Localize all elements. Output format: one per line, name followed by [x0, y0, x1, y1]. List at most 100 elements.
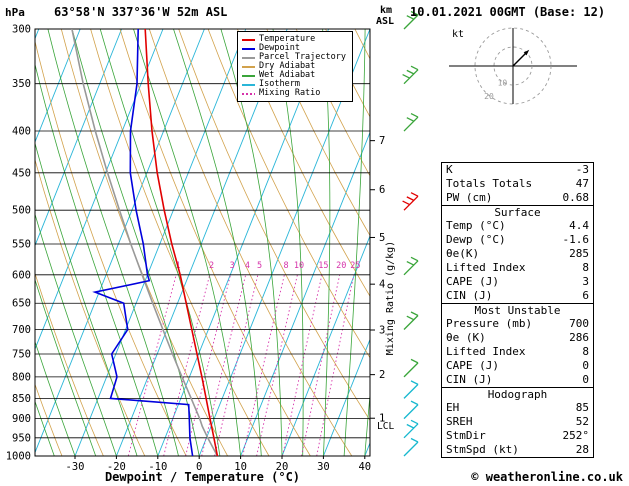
copyright: © weatheronline.co.uk — [471, 470, 623, 484]
svg-text:350: 350 — [12, 78, 31, 90]
stat-label: StmSpd (kt) — [446, 443, 519, 456]
svg-text:700: 700 — [12, 324, 31, 336]
svg-text:25: 25 — [350, 261, 360, 271]
legend: Temperature Dewpoint Parcel Trajectory Dry … — [237, 31, 353, 102]
legend-label: Mixing Ratio — [259, 88, 321, 98]
wind-barb-950 — [403, 419, 419, 439]
stat-value: 0 — [582, 359, 589, 372]
legend-item: Wet Adiabat — [242, 71, 346, 80]
legend-label: Isotherm — [259, 79, 300, 89]
svg-text:30: 30 — [317, 461, 330, 473]
stat-value: 700 — [569, 317, 589, 330]
stat-value: 8 — [582, 345, 589, 358]
stat-label: CAPE (J) — [446, 275, 499, 288]
lcl-label: LCL — [377, 421, 394, 432]
svg-text:20: 20 — [484, 92, 494, 101]
wind-barb-600 — [403, 256, 419, 276]
legend-swatch-parcel-trajectory — [242, 56, 255, 59]
wind-barb-500 — [402, 192, 419, 211]
svg-text:950: 950 — [12, 432, 31, 444]
wind-barb-400 — [403, 112, 419, 132]
station-title: 63°58'N 337°36'W 52m ASL — [54, 5, 228, 19]
stat-section-title: Surface — [442, 205, 593, 219]
svg-text:0: 0 — [196, 461, 202, 473]
stat-label: PW (cm) — [446, 191, 493, 204]
svg-text:450: 450 — [12, 167, 31, 179]
wind-barb-700 — [403, 311, 419, 330]
stat-value: 0.68 — [562, 191, 590, 204]
svg-text:7: 7 — [379, 135, 385, 147]
stat-value: 285 — [569, 247, 589, 260]
svg-text:10: 10 — [294, 261, 304, 271]
stat-row: K -3 — [442, 163, 593, 177]
stat-label: CIN (J) — [446, 373, 493, 386]
legend-label: Dry Adiabat — [259, 61, 316, 71]
legend-item: Dewpoint — [242, 44, 346, 53]
stat-label: Pressure (mb) — [446, 317, 533, 330]
stat-label: θe (K) — [446, 331, 486, 344]
legend-swatch-wet-adiabat — [242, 74, 255, 77]
stat-row: θe(K) 285 — [442, 247, 593, 261]
stat-row: CAPE (J) 3 — [442, 275, 593, 289]
svg-text:-20: -20 — [107, 461, 126, 473]
stat-row: CAPE (J) 0 — [442, 359, 593, 373]
stat-label: Temp (°C) — [446, 219, 506, 232]
stat-value: -3 — [575, 163, 589, 176]
stats-table: K -3 Totals Totals 47 PW (cm) 0.68 Surface Temp… — [441, 162, 594, 458]
plot-frame — [34, 28, 371, 457]
wind-barb-1000 — [403, 437, 419, 457]
svg-text:2: 2 — [379, 369, 385, 381]
wind-barb-850 — [403, 380, 419, 399]
mixing-ratio-axis-label: Mixing Ratio (g/kg) — [385, 241, 396, 355]
stat-row: EH 85 — [442, 401, 593, 415]
svg-text:550: 550 — [12, 238, 31, 250]
wind-barb-900 — [403, 400, 419, 420]
svg-text:650: 650 — [12, 298, 31, 310]
stat-section-title: Most Unstable — [442, 303, 593, 317]
stat-value: 3 — [582, 275, 589, 288]
stat-label: Totals Totals — [446, 177, 533, 190]
stat-row: θe (K) 286 — [442, 331, 593, 345]
legend-item: Isotherm — [242, 80, 346, 89]
svg-text:600: 600 — [12, 269, 31, 281]
sounding-curves — [71, 29, 219, 456]
stat-label: Dewp (°C) — [446, 233, 506, 246]
mixing-ratio-labels: 1 2 3 4 5 8 10 15 20 25 — [175, 261, 360, 271]
svg-text:5: 5 — [379, 232, 385, 244]
stat-value: 6 — [582, 289, 589, 302]
stat-label: Lifted Index — [446, 261, 526, 274]
stat-value: 52 — [575, 415, 589, 428]
svg-text:10: 10 — [234, 461, 247, 473]
dewpoint-curve — [92, 29, 194, 456]
svg-text:300: 300 — [12, 24, 31, 36]
wind-barb-350 — [402, 65, 419, 85]
stat-label: CAPE (J) — [446, 359, 499, 372]
svg-text:15: 15 — [318, 261, 328, 271]
stat-label: θe(K) — [446, 247, 480, 260]
svg-text:4: 4 — [245, 261, 250, 271]
legend-item: Temperature — [242, 35, 346, 44]
stat-row: StmDir 252° — [442, 429, 593, 443]
legend-swatch-dry-adiabat — [242, 65, 255, 68]
legend-item: Dry Adiabat — [242, 62, 346, 71]
stat-value: 8 — [582, 261, 589, 274]
svg-text:3: 3 — [230, 261, 235, 271]
stat-row: Lifted Index 8 — [442, 345, 593, 359]
wind-barb-300 — [403, 10, 419, 30]
legend-swatch-dewpoint — [242, 47, 255, 50]
stat-label: K — [446, 163, 453, 176]
legend-label: Wet Adiabat — [259, 70, 316, 80]
svg-text:500: 500 — [12, 205, 31, 217]
stat-row: Pressure (mb) 700 — [442, 317, 593, 331]
legend-swatch-isotherm — [242, 83, 255, 86]
wind-barb-800 — [403, 358, 419, 378]
svg-text:3: 3 — [379, 325, 385, 337]
svg-text:2: 2 — [209, 261, 214, 271]
datetime-title: 10.01.2021 00GMT (Base: 12) — [410, 5, 606, 19]
stat-row: Totals Totals 47 — [442, 177, 593, 191]
svg-text:400: 400 — [12, 126, 31, 138]
stat-value: 4.4 — [569, 219, 589, 232]
storm-motion-vector — [512, 51, 528, 67]
stat-row: PW (cm) 0.68 — [442, 191, 593, 205]
